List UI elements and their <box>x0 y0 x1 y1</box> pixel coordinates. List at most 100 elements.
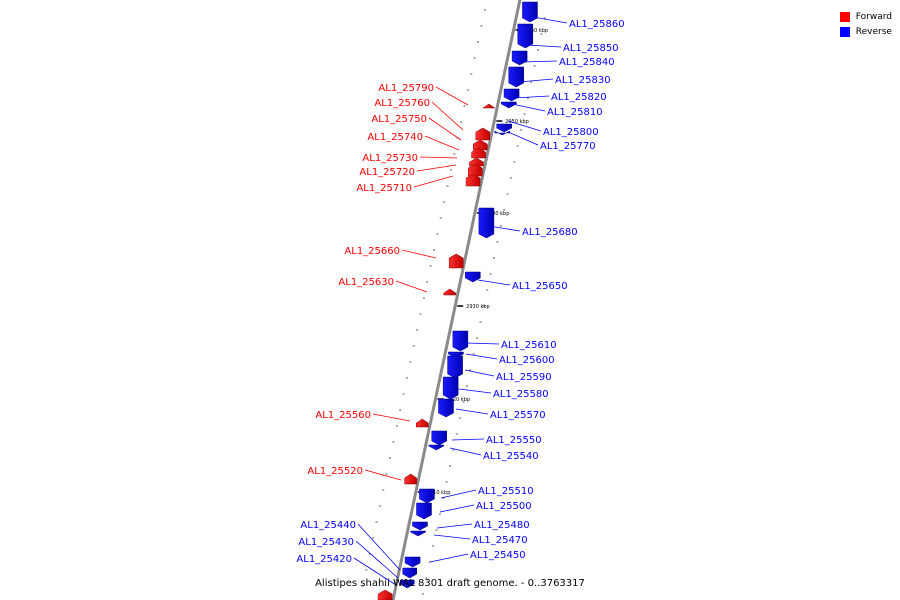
gene-label[interactable]: AL1_25590 <box>496 372 552 383</box>
reverse-gene <box>478 207 495 239</box>
reverse-gene <box>412 521 428 531</box>
tick-label: 2940 kbp <box>486 211 510 217</box>
gene-label[interactable]: AL1_25650 <box>512 281 568 292</box>
gene-leader <box>507 120 542 132</box>
gene-label[interactable]: AL1_25630 <box>338 277 394 288</box>
gene-label[interactable]: AL1_25510 <box>478 486 534 497</box>
gene-leader <box>455 408 489 415</box>
gene-label[interactable]: AL1_25500 <box>476 501 532 512</box>
forward-gene <box>469 157 484 167</box>
gene-body <box>465 271 481 283</box>
tick-label: 2910 kbp <box>427 490 451 496</box>
legend-label-reverse: Reverse <box>855 26 892 37</box>
gene-body <box>469 157 484 167</box>
gene-leader <box>521 60 558 63</box>
gene-label[interactable]: AL1_25440 <box>300 520 356 531</box>
gene-leader <box>465 342 500 345</box>
gene-label[interactable]: AL1_25820 <box>551 92 607 103</box>
reverse-gene <box>496 123 512 133</box>
forward-gene <box>465 173 481 187</box>
gene-body <box>501 101 517 109</box>
gene-label[interactable]: AL1_25810 <box>547 107 603 118</box>
gene-label[interactable]: AL1_25790 <box>378 83 434 94</box>
reverse-gene <box>503 88 520 102</box>
forward-gene <box>467 163 483 177</box>
gene-body <box>482 103 496 109</box>
gene-leader <box>424 135 460 151</box>
gene-label[interactable]: AL1_25480 <box>474 520 530 531</box>
reverse-gene <box>517 23 534 49</box>
gene-label[interactable]: AL1_25660 <box>344 246 400 257</box>
gene-leader <box>433 534 471 540</box>
gene-label[interactable]: AL1_25850 <box>563 43 619 54</box>
gene-body <box>419 488 435 504</box>
gene-label[interactable]: AL1_25570 <box>490 410 546 421</box>
gene-label[interactable]: AL1_25800 <box>543 127 599 138</box>
forward-swatch <box>839 11 850 22</box>
gene-leader <box>416 164 457 172</box>
forward-gene <box>443 288 457 296</box>
gene-label[interactable]: AL1_25760 <box>374 98 430 109</box>
gene-body <box>494 130 511 136</box>
tick-label: 2920 kbp <box>446 397 470 403</box>
reverse-gene <box>416 502 432 520</box>
legend-item-forward: Forward <box>839 9 892 24</box>
gene-leader <box>413 175 454 188</box>
gene-body <box>442 376 459 400</box>
gene-label[interactable]: AL1_25860 <box>569 19 625 30</box>
gene-body <box>402 567 418 579</box>
genome-caption: Alistipes shahii WAL 8301 draft genome. … <box>315 578 585 589</box>
gene-label[interactable]: AL1_25610 <box>501 340 557 351</box>
gene-label[interactable]: AL1_25540 <box>483 451 539 462</box>
reverse-gene <box>410 530 426 537</box>
gene-label[interactable]: AL1_25450 <box>470 550 526 561</box>
gene-leader <box>526 44 562 48</box>
gene-body <box>416 418 429 428</box>
gene-body <box>377 589 393 600</box>
gene-body <box>438 398 454 418</box>
gene-label[interactable]: AL1_25430 <box>298 537 354 548</box>
gene-label[interactable]: AL1_25750 <box>371 114 427 125</box>
gene-body <box>478 207 495 239</box>
gene-body <box>404 473 417 485</box>
reverse-gene <box>511 50 528 66</box>
gene-leader <box>355 540 399 579</box>
gene-leader <box>507 131 539 146</box>
gene-body <box>522 1 538 23</box>
gene-leader <box>364 469 402 481</box>
gene-label[interactable]: AL1_25550 <box>486 435 542 446</box>
gene-leader <box>428 117 462 141</box>
reverse-gene <box>428 444 445 451</box>
forward-gene <box>404 473 417 485</box>
gene-label[interactable]: AL1_25840 <box>559 57 615 68</box>
gene-label[interactable]: AL1_25680 <box>522 227 578 238</box>
reverse-gene <box>508 66 524 88</box>
gene-label[interactable]: AL1_25420 <box>296 554 352 565</box>
genome-backbone <box>391 0 522 600</box>
forward-gene <box>377 589 393 600</box>
gene-label[interactable]: AL1_25600 <box>499 355 555 366</box>
gene-body <box>517 23 534 49</box>
legend: Forward Reverse <box>839 9 892 39</box>
reverse-gene <box>402 567 418 579</box>
gene-label[interactable]: AL1_25520 <box>307 466 363 477</box>
gene-label[interactable]: AL1_25740 <box>367 132 423 143</box>
gene-body <box>475 127 491 141</box>
gene-body <box>471 147 486 159</box>
gene-label[interactable]: AL1_25580 <box>493 389 549 400</box>
gene-label[interactable]: AL1_25770 <box>540 141 596 152</box>
gene-label[interactable]: AL1_25830 <box>555 75 611 86</box>
gene-body <box>431 430 447 446</box>
gene-leader <box>465 353 498 360</box>
reverse-gene <box>404 556 421 568</box>
gene-label[interactable]: AL1_25470 <box>472 535 528 546</box>
gene-body <box>399 579 415 589</box>
gene-label[interactable]: AL1_25560 <box>315 410 371 421</box>
gene-label[interactable]: AL1_25720 <box>359 167 415 178</box>
gene-body <box>508 66 524 88</box>
gene-label[interactable]: AL1_25710 <box>356 183 412 194</box>
gene-label[interactable]: AL1_25730 <box>362 153 418 164</box>
tick-label: 2930 kbp <box>466 304 490 310</box>
gene-body <box>467 163 483 177</box>
